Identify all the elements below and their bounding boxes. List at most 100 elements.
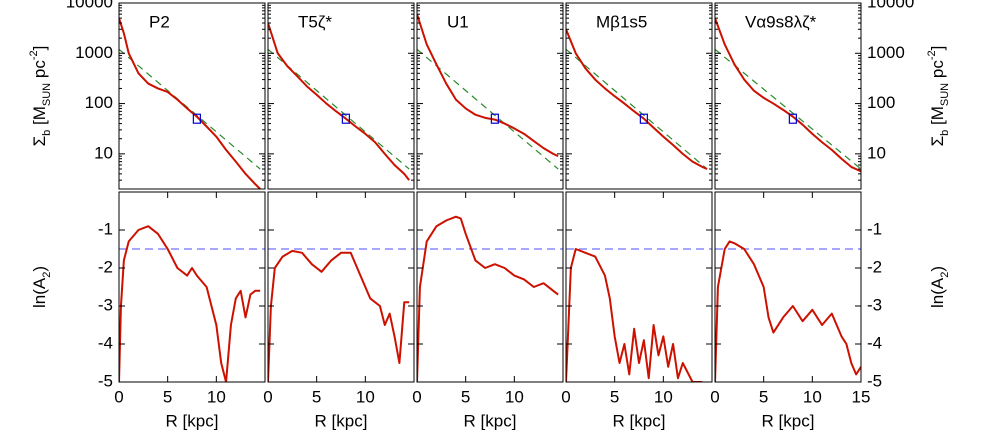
axes-frame [565, 191, 713, 383]
marker [192, 113, 201, 124]
profile-line [715, 17, 861, 173]
axes-frame [714, 2, 862, 190]
y-axis-label: ln(A2) [30, 266, 52, 308]
x-tick-label: 5 [461, 387, 470, 406]
y-axis-label-part: SUN [939, 83, 951, 106]
y-axis-label: Σb [MSUN pc-2] [926, 46, 951, 147]
y-axis-label-part: -2 [28, 50, 40, 60]
profile-line [268, 249, 410, 382]
x-tick-label: 15 [852, 387, 871, 406]
y-tick-label: -2 [98, 257, 113, 276]
y-axis-label: Σb [MSUN pc-2] [28, 46, 53, 147]
axes-frame [416, 2, 564, 190]
y-axis-label-part: [M [30, 106, 49, 130]
profile-line [715, 240, 861, 382]
y-axis-label-part: ) [928, 266, 947, 272]
x-tick-label: 10 [207, 387, 226, 406]
y-axis-label-part: Σ [928, 136, 947, 147]
y-tick-label: 10 [94, 143, 113, 162]
y-tick-label: 10000 [867, 0, 914, 11]
x-tick-label: 10 [803, 387, 822, 406]
axes-frame [714, 191, 862, 383]
y-tick-label: -2 [867, 257, 882, 276]
fit-line [715, 48, 861, 170]
marker [490, 113, 499, 124]
x-tick-label: 5 [610, 387, 619, 406]
y-axis-label-part: Σ [30, 136, 49, 147]
y-axis-label-part: pc [30, 60, 49, 83]
panel [268, 248, 414, 382]
y-tick-label: 100 [85, 93, 113, 112]
panel [268, 22, 410, 181]
x-axis-label: R [kpc] [613, 411, 666, 430]
panel-title: Vα9s8λζ* [745, 12, 817, 31]
y-axis-label-part: ln(A [30, 277, 49, 308]
y-tick-label: 10 [867, 143, 886, 162]
profile-line [566, 248, 703, 382]
panel-title: Mβ1s5 [596, 12, 647, 31]
axes-frame [118, 2, 266, 190]
fit-line [417, 48, 559, 170]
y-tick-label: -3 [98, 295, 113, 314]
y-tick-label: -4 [98, 333, 113, 352]
y-axis-label-part: ln(A [928, 277, 947, 308]
y-axis-label-part: pc [928, 60, 947, 83]
profile-line [119, 17, 261, 189]
panel [715, 240, 861, 382]
panel-title: T5ζ* [298, 12, 332, 31]
y-tick-label: -4 [867, 333, 882, 352]
x-tick-label: 0 [412, 387, 421, 406]
y-axis-label-part: 2 [41, 272, 53, 278]
axes-frame [565, 2, 713, 190]
y-tick-label: 100 [867, 93, 895, 112]
x-tick-label: 5 [163, 387, 172, 406]
panel [119, 17, 261, 189]
panel [119, 225, 265, 382]
profile-line [119, 225, 261, 382]
panel-title: U1 [447, 12, 469, 31]
marker [788, 113, 797, 124]
y-axis-label-part: -2 [926, 50, 938, 60]
y-axis-label: ln(A2) [928, 266, 950, 308]
x-axis-label: R [kpc] [762, 411, 815, 430]
y-axis-label-part: 2 [939, 272, 951, 278]
y-tick-label: -1 [867, 219, 882, 238]
x-tick-label: 0 [710, 387, 719, 406]
y-axis-label-part: [M [928, 106, 947, 130]
fit-line [566, 48, 708, 170]
axes-frame [118, 191, 266, 383]
y-tick-label: 1000 [867, 43, 905, 62]
y-tick-label: -5 [98, 371, 113, 390]
y-axis-label-part: ] [928, 46, 947, 51]
x-axis-label: R [kpc] [166, 411, 219, 430]
fit-line [119, 48, 261, 170]
panel-title: P2 [149, 12, 170, 31]
y-axis-label-part: b [939, 130, 951, 136]
x-tick-label: 10 [356, 387, 375, 406]
marker [639, 113, 648, 124]
profile-line [566, 28, 708, 170]
y-tick-label: 10000 [66, 0, 113, 11]
x-tick-label: 0 [263, 387, 272, 406]
panel [417, 13, 559, 170]
axes-frame [267, 2, 415, 190]
panel [715, 17, 861, 173]
y-tick-label: 1000 [75, 43, 113, 62]
panel [566, 248, 712, 382]
y-tick-label: -3 [867, 295, 882, 314]
panel [566, 28, 708, 170]
y-axis-label-part: ] [30, 46, 49, 51]
y-tick-label: -1 [98, 219, 113, 238]
axes-frame [267, 191, 415, 383]
y-axis-label-part: ) [30, 266, 49, 272]
y-axis-label-part: b [41, 130, 53, 136]
x-axis-label: R [kpc] [464, 411, 517, 430]
x-axis-label: R [kpc] [315, 411, 368, 430]
x-tick-label: 0 [561, 387, 570, 406]
y-tick-label: -5 [867, 371, 882, 390]
panel [417, 215, 563, 382]
x-tick-label: 5 [312, 387, 321, 406]
profile-line [417, 13, 559, 158]
